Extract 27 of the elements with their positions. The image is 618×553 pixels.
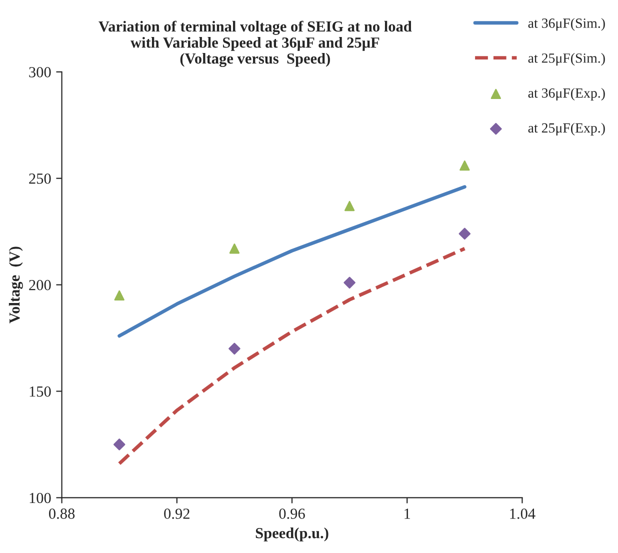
- x-tick-label: 0.92: [164, 508, 190, 519]
- x-axis-title: Speed(p.u.): [256, 528, 328, 542]
- point: [344, 200, 355, 212]
- line-series: [118, 185, 466, 338]
- point: [460, 160, 470, 171]
- legend-label: at 36μF(Sim.): [528, 18, 605, 31]
- point: [113, 438, 126, 450]
- point: [114, 290, 124, 301]
- x-tick-label: 0.96: [279, 508, 305, 519]
- y-tick-label: 150: [30, 386, 51, 397]
- x-tick-label: 1.04: [510, 508, 536, 519]
- point: [458, 228, 471, 240]
- y-tick-label: 300: [29, 67, 51, 78]
- legend-label: at 25μF(Exp.): [528, 122, 605, 136]
- point: [344, 276, 356, 289]
- x-tick-label: 0.88: [49, 508, 75, 519]
- y-tick-label: 100: [30, 492, 51, 504]
- y-tick-label: 200: [29, 280, 51, 290]
- point: [229, 244, 240, 254]
- y-tick-label: 250: [29, 173, 51, 184]
- legend-label: at 36μF(Exp.): [528, 88, 605, 101]
- x-tick-label: 1: [404, 508, 410, 519]
- y-axis-title: Voltage (V): [8, 246, 23, 324]
- line-series: [118, 246, 466, 466]
- legend-label: at 25μF(Sim.): [528, 53, 605, 66]
- chart-title: Variation of terminal voltage of SEIG at no load with Variable Speed at 36μF and 25μF (Voltage versus Speed): [98, 20, 412, 67]
- point: [228, 342, 240, 355]
